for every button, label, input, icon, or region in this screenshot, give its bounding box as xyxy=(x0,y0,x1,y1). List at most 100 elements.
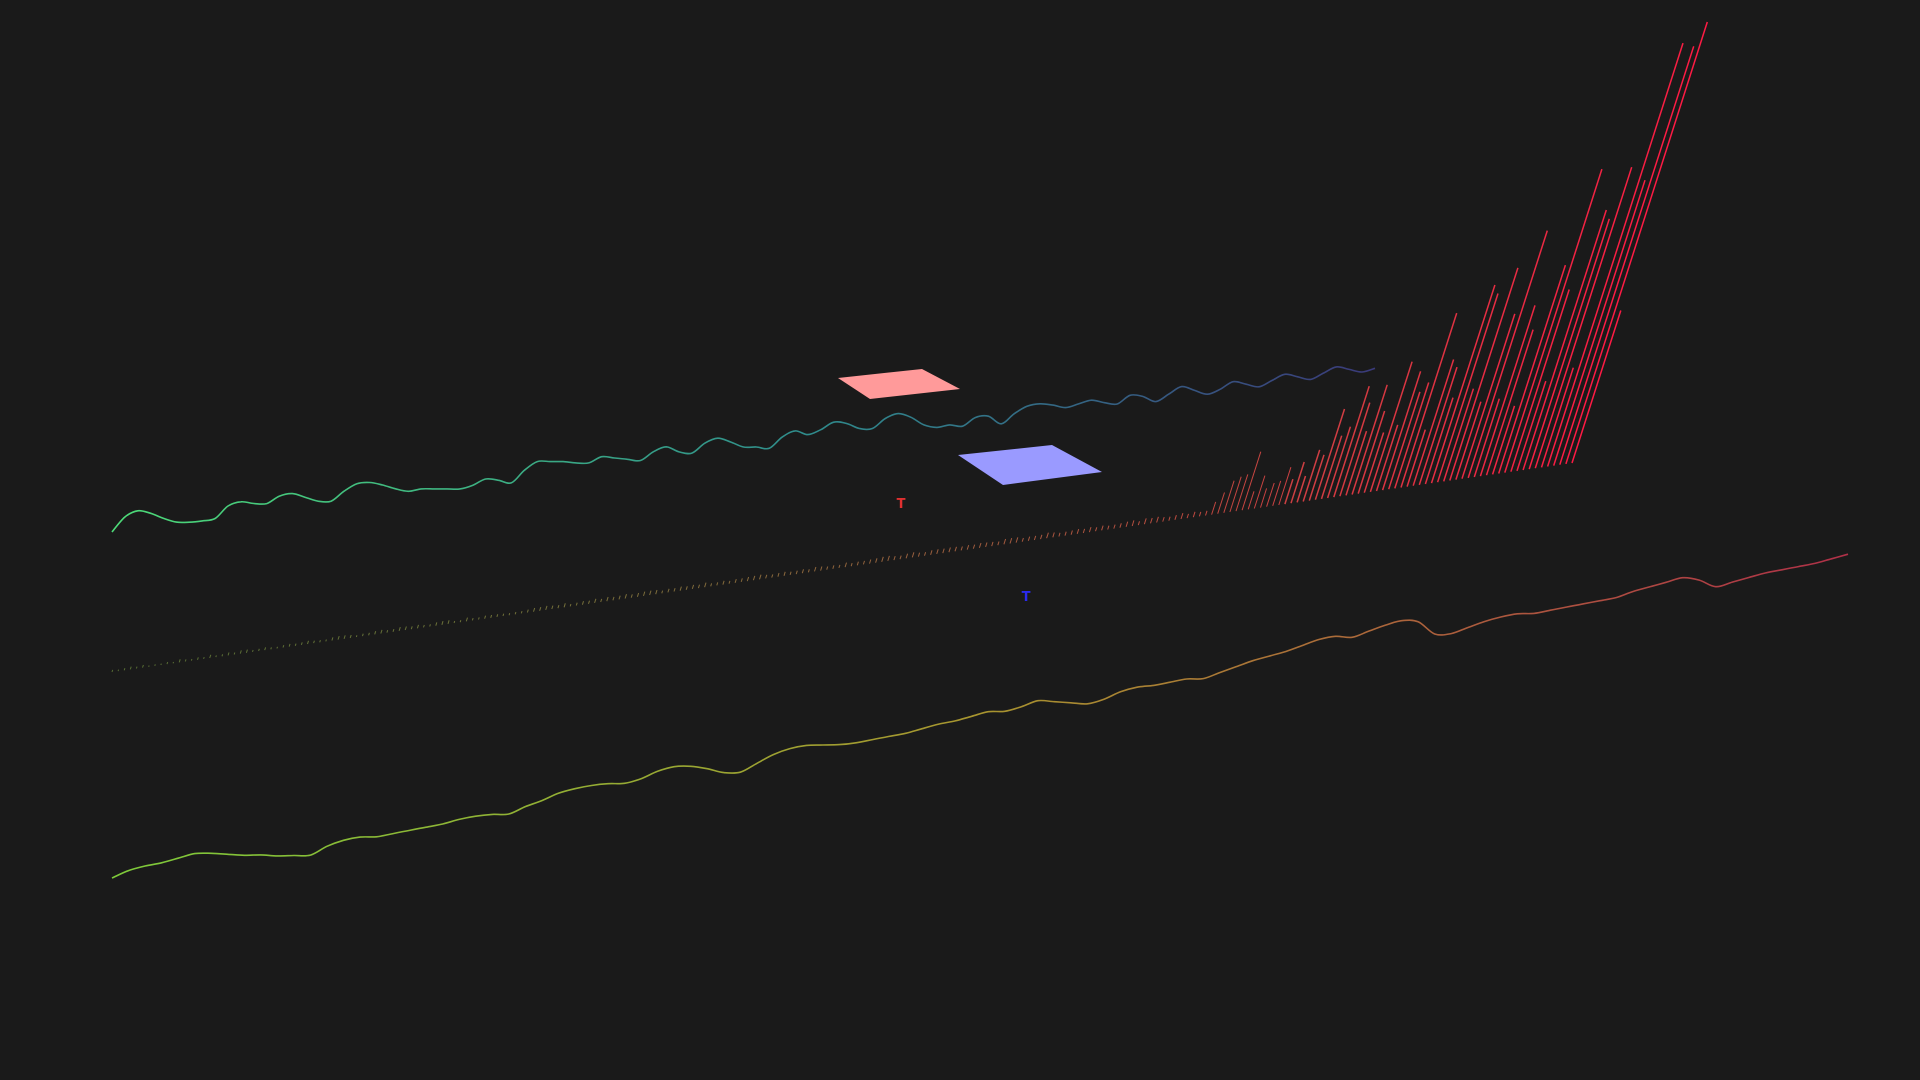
bar-142 xyxy=(978,542,982,548)
bar-238 xyxy=(1565,21,1709,465)
bar-75 xyxy=(569,603,572,607)
bar-176 xyxy=(1186,513,1189,519)
bar-85 xyxy=(630,594,633,598)
bar-226 xyxy=(1491,405,1516,475)
bar-19 xyxy=(227,652,230,656)
bar-190 xyxy=(1272,480,1282,506)
bar-93 xyxy=(679,586,682,591)
bar-119 xyxy=(838,564,841,569)
bar-55 xyxy=(447,620,450,625)
bar-5 xyxy=(142,664,144,668)
bar-70 xyxy=(539,606,542,611)
bar-127 xyxy=(887,555,890,562)
bar-145 xyxy=(997,541,1000,546)
bar-50 xyxy=(416,624,419,629)
bar-76 xyxy=(575,602,578,606)
back-line-series xyxy=(111,366,1376,533)
bar-86 xyxy=(636,592,640,597)
bar-98 xyxy=(710,583,713,587)
bar-45 xyxy=(386,630,389,633)
bar-237 xyxy=(1559,46,1695,465)
bar-64 xyxy=(502,613,505,617)
bar-198 xyxy=(1320,435,1343,500)
bar-138 xyxy=(954,546,957,552)
bar-220 xyxy=(1455,401,1482,480)
bar-133 xyxy=(924,552,927,556)
bar-202 xyxy=(1345,430,1368,496)
bar-108 xyxy=(771,574,774,578)
bar-225 xyxy=(1485,329,1534,476)
bar-177 xyxy=(1192,511,1196,518)
bar-117 xyxy=(826,566,829,570)
bar-199 xyxy=(1326,426,1352,499)
bar-123 xyxy=(862,560,865,565)
bar-230 xyxy=(1516,380,1547,472)
bar-17 xyxy=(215,655,217,658)
bar-121 xyxy=(850,562,853,567)
bar-162 xyxy=(1101,525,1104,531)
bar-223 xyxy=(1473,398,1501,478)
bar-156 xyxy=(1064,531,1067,536)
bar-116 xyxy=(820,566,823,571)
bar-233 xyxy=(1534,166,1633,469)
bar-66 xyxy=(514,611,517,615)
bar-203 xyxy=(1351,384,1388,495)
bar-139 xyxy=(960,546,963,551)
bar-79 xyxy=(594,598,597,604)
bar-221 xyxy=(1461,313,1516,479)
bar-126 xyxy=(881,556,884,562)
bar-53 xyxy=(435,622,438,626)
bar-183 xyxy=(1229,476,1242,513)
bar-163 xyxy=(1107,525,1110,530)
bar-106 xyxy=(759,574,762,580)
bar-95 xyxy=(691,584,695,590)
bar-101 xyxy=(728,580,731,584)
bar-194 xyxy=(1296,475,1307,503)
bar-44 xyxy=(380,629,383,634)
bar-196 xyxy=(1308,454,1325,501)
bar-4 xyxy=(135,666,138,669)
bar-105 xyxy=(752,575,756,581)
bar-9 xyxy=(166,661,169,665)
bar-91 xyxy=(667,588,670,593)
bar-27 xyxy=(276,646,278,649)
bar-28 xyxy=(282,645,285,648)
bar-13 xyxy=(190,658,193,661)
bar-33 xyxy=(313,640,315,644)
bar-58 xyxy=(465,617,468,622)
blue-plane xyxy=(958,445,1102,485)
bar-73 xyxy=(557,605,560,609)
bar-218 xyxy=(1442,388,1475,482)
bar-151 xyxy=(1033,535,1037,541)
bar-16 xyxy=(209,654,212,659)
bar-131 xyxy=(911,552,915,558)
bar-150 xyxy=(1027,536,1031,541)
bar-172 xyxy=(1162,516,1165,522)
bar-26 xyxy=(270,647,272,650)
bar-111 xyxy=(789,571,792,576)
bar-15 xyxy=(203,656,205,660)
bar-171 xyxy=(1156,516,1159,523)
bar-107 xyxy=(765,574,768,579)
blue-marker-label: T xyxy=(1022,590,1031,605)
bar-170 xyxy=(1150,517,1153,524)
bar-100 xyxy=(722,580,725,585)
bar-179 xyxy=(1205,510,1208,516)
bar-34 xyxy=(319,640,321,643)
bar-186 xyxy=(1247,491,1255,510)
bar-39 xyxy=(349,634,352,639)
bar-166 xyxy=(1125,521,1129,527)
bar-195 xyxy=(1302,449,1321,502)
bar-188 xyxy=(1260,488,1268,508)
bar-88 xyxy=(649,590,652,596)
bar-165 xyxy=(1119,523,1122,528)
bar-122 xyxy=(856,561,859,566)
bar-99 xyxy=(716,582,719,586)
bar-147 xyxy=(1009,537,1013,544)
bar-185 xyxy=(1241,451,1262,511)
bar-47 xyxy=(398,626,401,632)
bar-46 xyxy=(392,628,395,632)
bar-209 xyxy=(1387,391,1421,490)
